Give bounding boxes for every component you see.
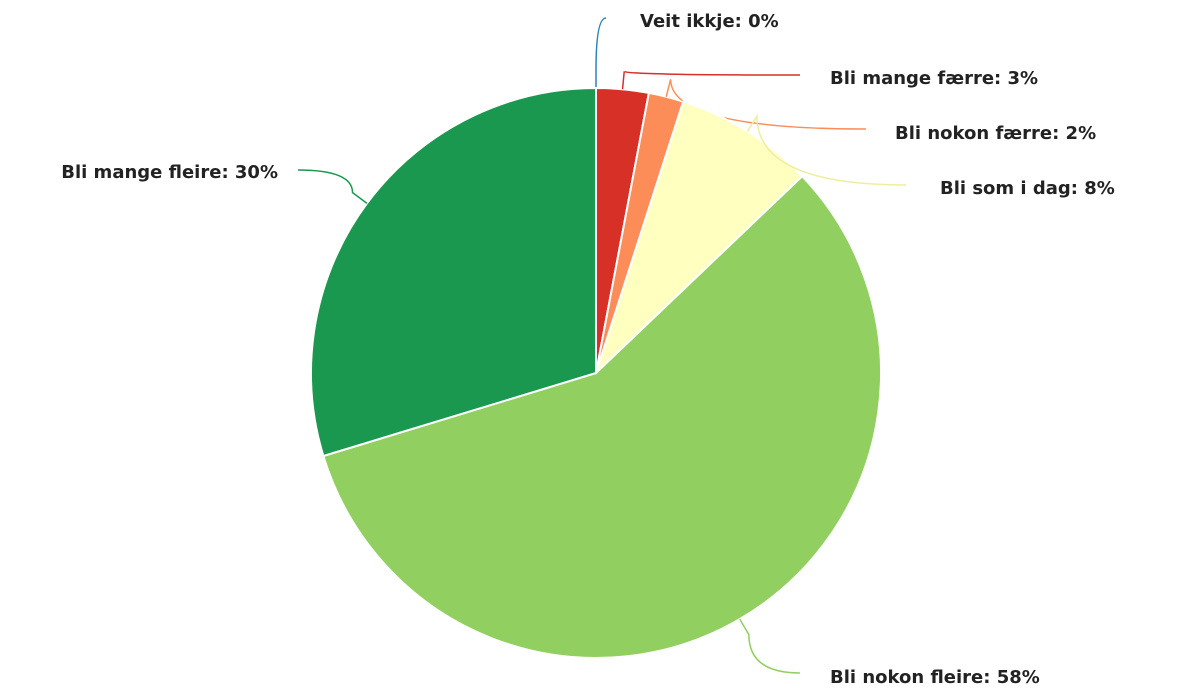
data-label: Bli mange færre: 3% [830,68,1038,89]
data-label: Bli nokon fleire: 58% [830,667,1040,688]
pie-slice [595,100,804,374]
leader-line [297,169,368,204]
pie-slice [322,174,882,659]
leader-line [621,70,801,90]
leader-line [746,113,907,186]
data-label: Bli mange fleire: 30% [61,162,278,183]
data-label: Bli som i dag: 8% [940,178,1115,199]
data-label: Veit ikkje: 0% [640,11,779,32]
pie-slice [310,86,597,458]
data-label: Bli nokon færre: 2% [895,123,1096,144]
leader-line [595,17,607,88]
leader-line [739,618,801,674]
